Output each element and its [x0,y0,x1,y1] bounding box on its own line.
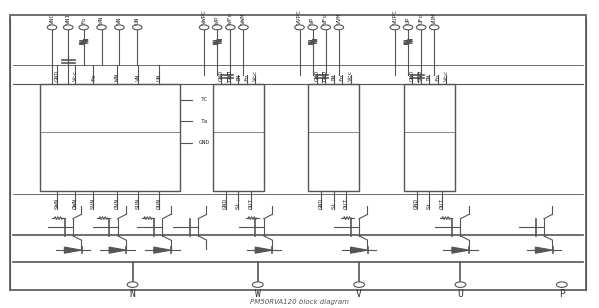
Text: Vcc: Vcc [444,70,449,81]
Text: VUPC: VUPC [392,9,397,24]
Text: Fo: Fo [340,73,345,81]
Text: OUT: OUT [249,198,253,209]
Text: GND: GND [314,70,319,81]
Polygon shape [64,247,81,253]
Text: SVN: SVN [91,198,96,209]
Text: OUT: OUT [344,198,349,209]
Text: VWM: VWM [241,13,246,24]
Text: VWPC: VWPC [202,9,207,24]
Text: VP: VP [310,17,315,24]
Text: Fo: Fo [81,17,86,24]
Text: VVPC: VVPC [297,9,302,24]
Text: OWN: OWN [72,198,78,209]
Text: PM50RVA120 block diagram: PM50RVA120 block diagram [250,299,349,305]
Text: GND: GND [410,70,415,81]
Text: OUT: OUT [439,198,444,209]
Text: IN: IN [426,73,432,81]
Text: SUN: SUN [136,198,141,209]
Polygon shape [350,247,368,253]
Text: Vcc: Vcc [72,70,78,81]
Text: VN: VN [136,73,141,81]
Text: Vcc: Vcc [348,70,353,81]
Text: GND: GND [219,70,224,81]
Text: WFo: WFo [228,13,233,24]
Polygon shape [154,247,171,253]
Text: VUM: VUM [432,13,437,24]
Text: VVM: VVM [337,13,341,24]
Text: GND: GND [418,70,423,81]
Text: GND: GND [223,198,228,209]
Polygon shape [109,247,126,253]
Bar [213,84,264,191]
Text: WN: WN [114,73,120,81]
Polygon shape [255,247,273,253]
Text: SWN: SWN [55,198,59,209]
Text: Fo: Fo [435,73,440,81]
Text: IN: IN [331,73,336,81]
Text: Si: Si [331,201,336,209]
Text: TC: TC [200,97,208,102]
Polygon shape [452,247,469,253]
Bar [404,84,455,191]
Text: V: V [356,290,362,299]
Text: U: U [458,290,464,299]
Text: GND: GND [319,198,323,209]
Text: Si: Si [236,201,241,209]
Text: Vcc: Vcc [253,70,258,81]
Text: OUN: OUN [157,198,162,209]
Text: UN: UN [157,73,162,81]
Text: W: W [255,290,261,299]
Text: GND: GND [323,70,328,81]
Text: GND: GND [228,70,232,81]
Text: VN: VN [117,17,122,24]
Text: GND: GND [55,70,59,81]
Bar [308,84,359,191]
Bar [40,84,180,191]
Text: Ta: Ta [200,119,208,124]
Text: OVN: OVN [114,198,120,209]
Text: VN1: VN1 [66,13,71,24]
Text: P: P [559,290,565,299]
Text: UN: UN [135,17,140,24]
Text: WP: WP [214,17,220,24]
Text: VFo: VFo [323,13,328,24]
Text: UP: UP [406,17,410,24]
Text: Fo: Fo [91,73,96,81]
Text: VNC: VNC [50,13,55,24]
Text: GND: GND [198,140,210,145]
Text: N: N [129,290,135,299]
Text: Si: Si [426,201,432,209]
Text: GND: GND [414,198,419,209]
Polygon shape [536,247,552,253]
Text: IN: IN [236,73,241,81]
Text: Fo: Fo [244,73,249,81]
Text: WN: WN [99,17,104,24]
Text: UFo: UFo [419,13,423,24]
